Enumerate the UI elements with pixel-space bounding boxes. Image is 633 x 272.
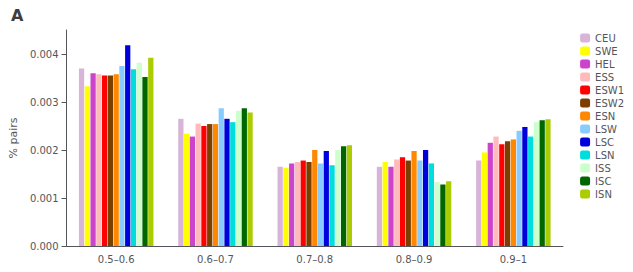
svg-text:CEU: CEU (595, 33, 616, 44)
svg-text:0.000: 0.000 (30, 241, 59, 252)
svg-text:LSW: LSW (595, 124, 617, 135)
svg-text:0.6–0.7: 0.6–0.7 (197, 254, 234, 265)
svg-text:0.003: 0.003 (30, 97, 59, 108)
svg-text:% pairs: % pairs (7, 117, 20, 158)
svg-text:A: A (11, 6, 24, 25)
svg-text:LSN: LSN (595, 150, 614, 161)
svg-text:0.002: 0.002 (30, 145, 59, 156)
svg-text:0.001: 0.001 (30, 193, 59, 204)
svg-text:0.5–0.6: 0.5–0.6 (98, 254, 135, 265)
svg-text:ESW1: ESW1 (595, 85, 624, 96)
svg-text:ISS: ISS (595, 163, 611, 174)
svg-text:HEL: HEL (595, 59, 615, 70)
svg-text:LSC: LSC (595, 137, 614, 148)
svg-text:0.7–0.8: 0.7–0.8 (296, 254, 333, 265)
svg-text:SWE: SWE (595, 46, 618, 57)
svg-text:ISN: ISN (595, 189, 612, 200)
svg-text:ESN: ESN (595, 111, 615, 122)
svg-text:0.9–1: 0.9–1 (500, 254, 527, 265)
svg-text:ISC: ISC (595, 176, 611, 187)
svg-text:ESW2: ESW2 (595, 98, 624, 109)
svg-text:0.8–0.9: 0.8–0.9 (396, 254, 433, 265)
svg-text:ESS: ESS (595, 72, 614, 83)
svg-text:0.004: 0.004 (30, 49, 59, 60)
